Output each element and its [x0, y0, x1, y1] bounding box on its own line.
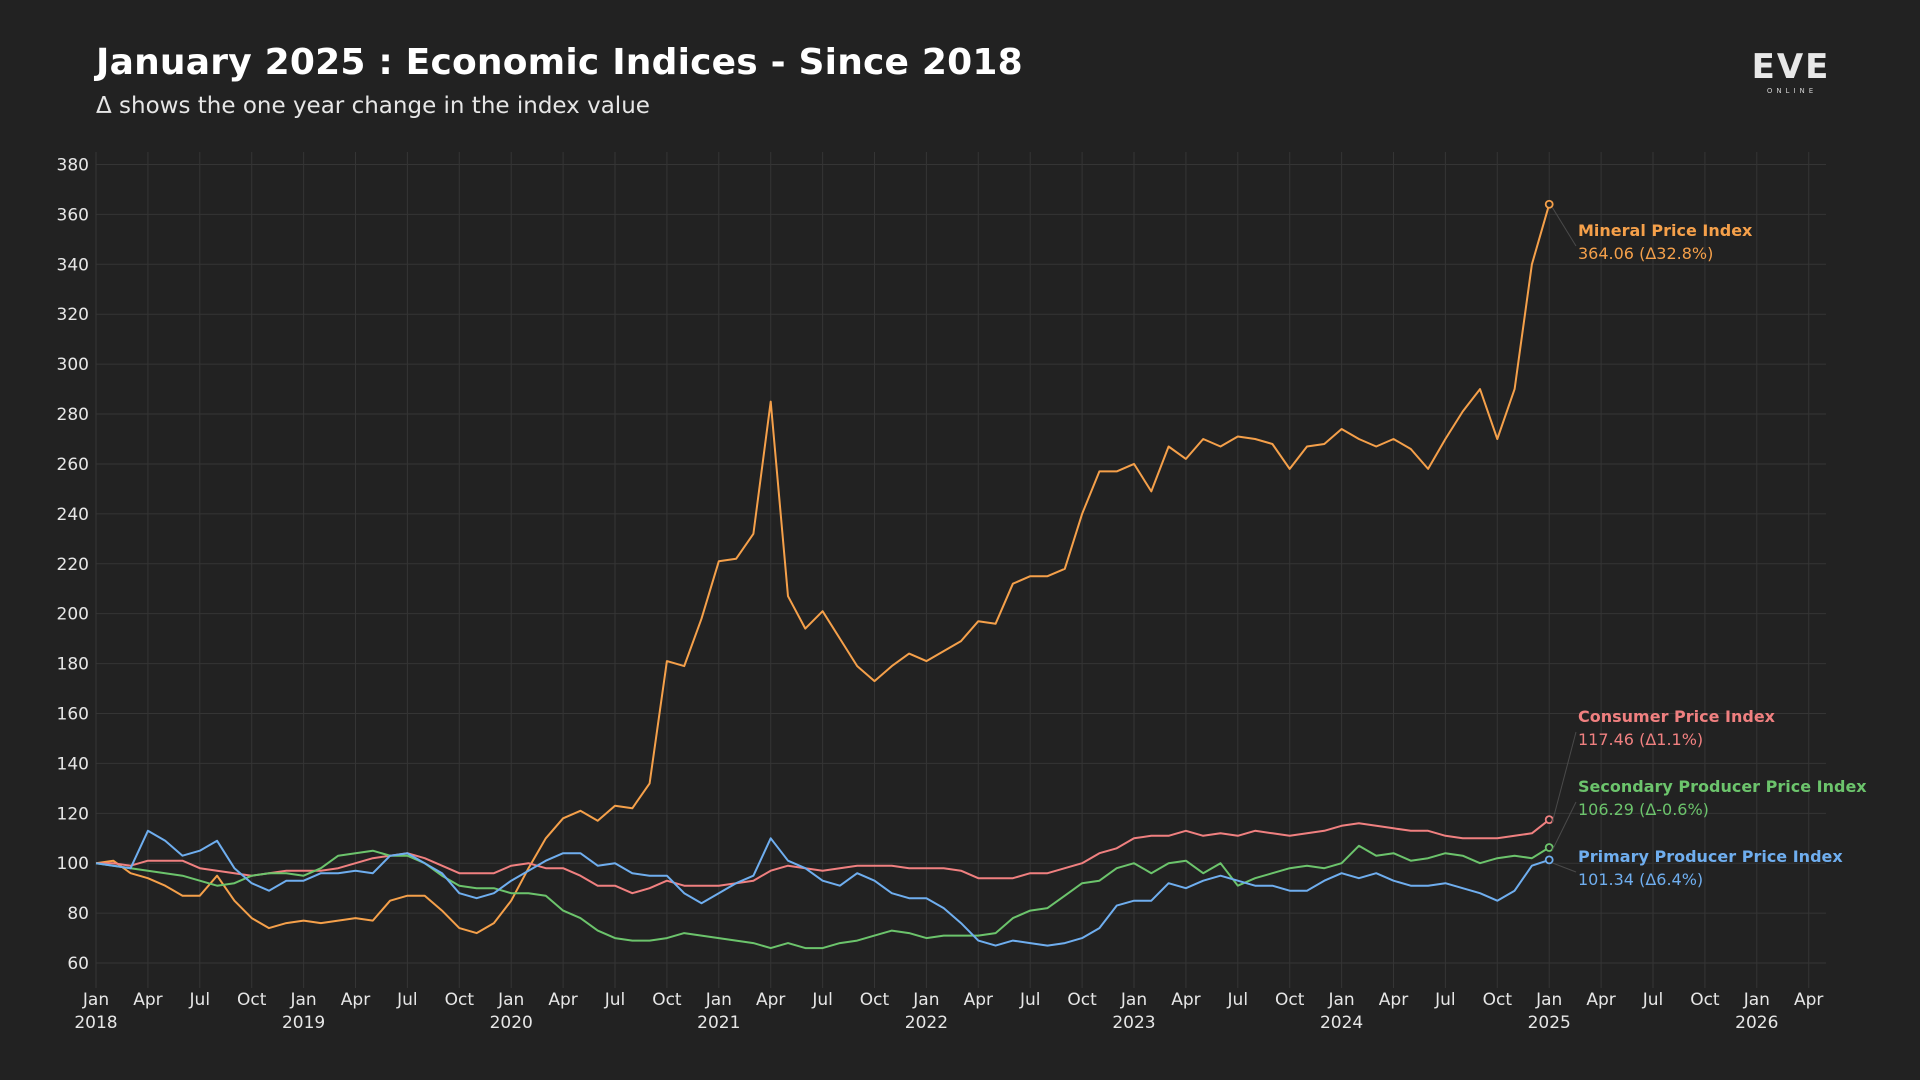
x-tick-label: Oct	[652, 990, 682, 1010]
x-tick-year-label: 2022	[905, 1013, 948, 1033]
series-value-label-secondary: 106.29 (Δ-0.6%)	[1578, 800, 1709, 819]
label-connector-consumer	[1551, 731, 1577, 823]
x-tick-label: Jan	[497, 990, 524, 1010]
y-tick-label: 160	[57, 704, 89, 724]
x-tick-label: Apr	[1586, 990, 1615, 1010]
series-line-consumer	[96, 818, 1550, 895]
x-tick-year-label: 2021	[697, 1013, 740, 1033]
axis-tick-labels: 60 80 100 120 140 160 180 200 220 240 260 280 300 320…	[57, 155, 1824, 1033]
y-tick-label: 260	[57, 455, 89, 475]
x-tick-label: Jul	[1434, 990, 1456, 1010]
x-tick-year-label: 2024	[1320, 1013, 1363, 1033]
chart-title: January 2025 : Economic Indices - Since …	[96, 42, 1023, 83]
y-tick-label: 320	[57, 305, 89, 325]
label-connector-primary	[1552, 862, 1577, 873]
x-tick-label: Jan	[705, 990, 732, 1010]
y-tick-label: 300	[57, 355, 89, 375]
y-tick-label: 200	[57, 605, 89, 625]
series-end-marker-mineral	[1544, 199, 1554, 209]
label-connector-secondary	[1551, 801, 1577, 851]
x-tick-year-label: 2018	[74, 1013, 117, 1033]
x-tick-year-label: 2023	[1112, 1013, 1155, 1033]
series-end-marker-consumer	[1544, 815, 1554, 825]
logo-subtext: ONLINE	[1767, 87, 1817, 95]
x-tick-label: Jul	[604, 990, 626, 1010]
x-tick-label: Jul	[811, 990, 833, 1010]
series-name-label-secondary: Secondary Producer Price Index	[1578, 777, 1867, 796]
x-tick-label: Oct	[1275, 990, 1305, 1010]
x-tick-label: Jan	[82, 990, 109, 1010]
x-tick-year-label: 2020	[490, 1013, 533, 1033]
x-tick-label: Oct	[237, 990, 267, 1010]
y-tick-label: 360	[57, 205, 89, 225]
eve-online-logo: EVE ONLINE	[1752, 48, 1831, 95]
x-tick-label: Apr	[548, 990, 577, 1010]
x-tick-year-label: 2019	[282, 1013, 325, 1033]
series-end-labels: Mineral Price Index 364.06 (Δ32.8%) Consum…	[1551, 206, 1867, 889]
x-tick-label: Apr	[1379, 990, 1408, 1010]
x-tick-label: Apr	[1794, 990, 1823, 1010]
x-tick-label: Oct	[1483, 990, 1513, 1010]
series-value-label-mineral: 364.06 (Δ32.8%)	[1578, 244, 1713, 263]
x-tick-label: Oct	[1067, 990, 1097, 1010]
x-tick-label: Apr	[341, 990, 370, 1010]
x-tick-label: Jan	[289, 990, 316, 1010]
x-tick-year-label: 2026	[1735, 1013, 1778, 1033]
x-tick-label: Jul	[1642, 990, 1664, 1010]
series-line-secondary	[95, 844, 1550, 950]
y-tick-label: 340	[57, 255, 89, 275]
x-tick-label: Apr	[133, 990, 162, 1010]
y-tick-label: 280	[57, 405, 89, 425]
y-tick-label: 120	[57, 804, 89, 824]
x-tick-label: Apr	[1171, 990, 1200, 1010]
y-tick-label: 80	[67, 904, 89, 924]
series-name-label-primary: Primary Producer Price Index	[1578, 847, 1843, 866]
x-tick-label: Apr	[964, 990, 993, 1010]
series-line-mineral	[95, 204, 1551, 935]
y-tick-label: 220	[57, 555, 89, 575]
series-value-label-primary: 101.34 (Δ6.4%)	[1578, 870, 1703, 889]
y-tick-label: 180	[57, 655, 89, 675]
x-tick-label: Apr	[756, 990, 785, 1010]
x-tick-label: Oct	[445, 990, 475, 1010]
series-end-marker-secondary	[1544, 843, 1554, 852]
series-name-label-consumer: Consumer Price Index	[1578, 707, 1776, 726]
x-tick-label: Jan	[912, 990, 939, 1010]
x-tick-label: Jan	[1120, 990, 1147, 1010]
x-tick-label: Jan	[1327, 990, 1354, 1010]
y-tick-label: 240	[57, 505, 89, 525]
x-tick-label: Oct	[1690, 990, 1720, 1010]
series-line-primary	[95, 829, 1550, 947]
series-value-label-consumer: 117.46 (Δ1.1%)	[1578, 730, 1703, 749]
x-tick-label: Jan	[1743, 990, 1770, 1010]
y-tick-label: 60	[67, 954, 89, 974]
y-tick-label: 380	[57, 155, 89, 175]
x-tick-label: Jul	[1019, 990, 1041, 1010]
label-connector-mineral	[1551, 206, 1577, 247]
y-tick-label: 140	[57, 754, 89, 774]
series-lines	[95, 199, 1554, 950]
x-tick-label: Jul	[396, 990, 418, 1010]
x-tick-label: Jul	[189, 990, 211, 1010]
series-end-marker-primary	[1544, 855, 1554, 865]
chart-subtitle: Δ shows the one year change in the index…	[96, 93, 650, 119]
logo-text: EVE	[1752, 48, 1831, 87]
x-tick-label: Jan	[1535, 990, 1562, 1010]
x-tick-year-label: 2025	[1528, 1013, 1571, 1033]
y-tick-label: 100	[57, 854, 89, 874]
grid-lines	[95, 152, 1826, 988]
x-tick-label: Oct	[860, 990, 890, 1010]
x-tick-label: Jul	[1227, 990, 1249, 1010]
series-name-label-mineral: Mineral Price Index	[1578, 221, 1753, 240]
